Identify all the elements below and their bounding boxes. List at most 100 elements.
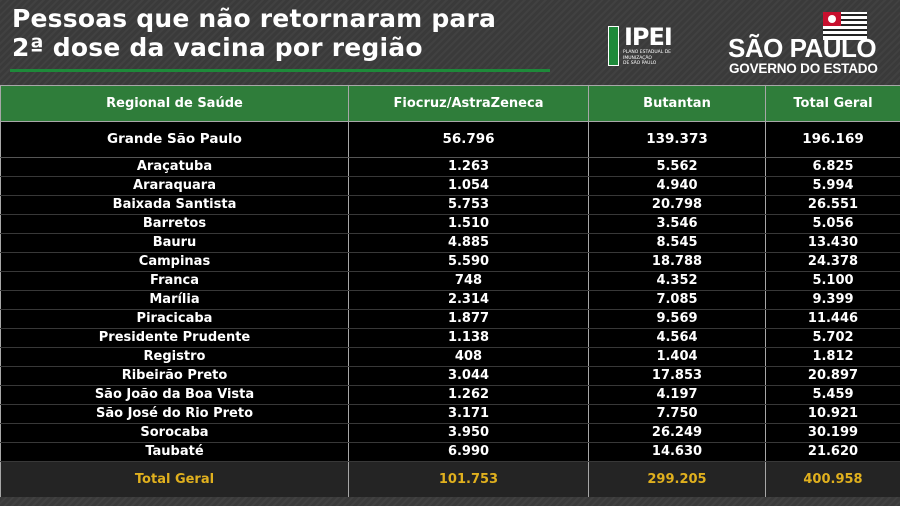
ipei-sub-line: Imunização [623, 55, 652, 61]
table-row: Marília 2.314 7.085 9.399 [0, 290, 900, 310]
cell-butantan: 3.546 [588, 214, 766, 234]
cell-total: 24.378 [765, 252, 900, 272]
sao-paulo-logo-subtitle: GOVERNO DO ESTADO [729, 61, 878, 76]
cell-fiocruz: 408 [348, 347, 589, 367]
table-row: Ribeirão Preto 3.044 17.853 20.897 [0, 366, 900, 386]
cell-fiocruz: 1.262 [348, 385, 589, 405]
cell-butantan: 4.352 [588, 271, 766, 291]
cell-butantan: 7.750 [588, 404, 766, 424]
cell-total: 13.430 [765, 233, 900, 253]
cell-regional: São José do Rio Preto [0, 404, 349, 424]
ipei-logo-word: IPEI [624, 23, 673, 51]
cell-regional: Marília [0, 290, 349, 310]
cell-total: 5.459 [765, 385, 900, 405]
header-regional: Regional de Saúde [0, 85, 349, 122]
table-row: Araraquara 1.054 4.940 5.994 [0, 176, 900, 196]
cell-butantan: 4.197 [588, 385, 766, 405]
table-row: São José do Rio Preto 3.171 7.750 10.921 [0, 404, 900, 424]
cell-fiocruz: 1.138 [348, 328, 589, 348]
cell-butantan: 8.545 [588, 233, 766, 253]
table-row: Barretos 1.510 3.546 5.056 [0, 214, 900, 234]
cell-fiocruz: 2.314 [348, 290, 589, 310]
cell-butantan: 5.562 [588, 157, 766, 177]
table-total-row: Total Geral 101.753 299.205 400.958 [0, 461, 900, 497]
title-line-1: Pessoas que não retornaram para [12, 4, 497, 33]
cell-butantan: 18.788 [588, 252, 766, 272]
cell-butantan: 14.630 [588, 442, 766, 462]
sao-paulo-government-logo: SÃO PAULO GOVERNO DO ESTADO [728, 12, 896, 76]
cell-regional: São João da Boa Vista [0, 385, 349, 405]
table-row: Araçatuba 1.263 5.562 6.825 [0, 157, 900, 177]
cell-butantan: 1.404 [588, 347, 766, 367]
cell-total: 11.446 [765, 309, 900, 329]
cell-total: 20.897 [765, 366, 900, 386]
cell-fiocruz: 6.990 [348, 442, 589, 462]
ipei-logo: IPEI Plano Estadual de Imunização de São… [608, 24, 678, 72]
vaccine-table: Regional de Saúde Fiocruz/AstraZeneca Bu… [0, 85, 900, 497]
cell-butantan: 26.249 [588, 423, 766, 443]
table-body: Grande São Paulo 56.796 139.373 196.169 Araç… [0, 121, 900, 462]
table-row: Piracicaba 1.877 9.569 11.446 [0, 309, 900, 329]
cell-regional: Franca [0, 271, 349, 291]
cell-regional: Campinas [0, 252, 349, 272]
cell-regional: Araçatuba [0, 157, 349, 177]
cell-regional: Registro [0, 347, 349, 367]
cell-butantan: 20.798 [588, 195, 766, 215]
table-row: Sorocaba 3.950 26.249 30.199 [0, 423, 900, 443]
header-total: Total Geral [765, 85, 900, 122]
table-row: Grande São Paulo 56.796 139.373 196.169 [0, 121, 900, 158]
cell-total: 1.812 [765, 347, 900, 367]
cell-fiocruz: 1.263 [348, 157, 589, 177]
cell-fiocruz: 1.054 [348, 176, 589, 196]
title-line-2: 2ª dose da vacina por região [12, 33, 423, 62]
cell-fiocruz: 5.590 [348, 252, 589, 272]
cell-fiocruz: 3.044 [348, 366, 589, 386]
header-butantan: Butantan [588, 85, 766, 122]
table-row: Baixada Santista 5.753 20.798 26.551 [0, 195, 900, 215]
cell-fiocruz: 748 [348, 271, 589, 291]
ipei-logo-subtitle: Plano Estadual de Imunização de São Paul… [623, 50, 681, 67]
ipei-sub-line: de São Paulo [623, 61, 657, 66]
table-row: Franca 748 4.352 5.100 [0, 271, 900, 291]
cell-total: 5.056 [765, 214, 900, 234]
cell-fiocruz: 1.877 [348, 309, 589, 329]
table-row: Campinas 5.590 18.788 24.378 [0, 252, 900, 272]
cell-regional: Baixada Santista [0, 195, 349, 215]
total-butantan: 299.205 [588, 461, 766, 497]
total-geral: 400.958 [765, 461, 900, 497]
cell-regional: Presidente Prudente [0, 328, 349, 348]
title-underline [10, 69, 550, 72]
cell-fiocruz: 4.885 [348, 233, 589, 253]
cell-regional: Sorocaba [0, 423, 349, 443]
cell-regional: Araraquara [0, 176, 349, 196]
cell-fiocruz: 56.796 [348, 121, 589, 158]
cell-total: 10.921 [765, 404, 900, 424]
cell-butantan: 139.373 [588, 121, 766, 158]
cell-fiocruz: 5.753 [348, 195, 589, 215]
cell-butantan: 4.564 [588, 328, 766, 348]
table-row: Presidente Prudente 1.138 4.564 5.702 [0, 328, 900, 348]
ipei-sub-line: Plano Estadual de [623, 50, 672, 55]
total-label: Total Geral [0, 461, 349, 497]
cell-total: 21.620 [765, 442, 900, 462]
cell-total: 6.825 [765, 157, 900, 177]
table-row: Registro 408 1.404 1.812 [0, 347, 900, 367]
page-title: Pessoas que não retornaram para 2ª dose … [12, 4, 496, 62]
cell-total: 5.702 [765, 328, 900, 348]
cell-total: 5.994 [765, 176, 900, 196]
cell-regional: Barretos [0, 214, 349, 234]
cell-butantan: 9.569 [588, 309, 766, 329]
ipei-logo-mark-icon [608, 26, 619, 66]
table-row: Taubaté 6.990 14.630 21.620 [0, 442, 900, 462]
vaccine-table-container: Regional de Saúde Fiocruz/AstraZeneca Bu… [0, 85, 900, 497]
cell-fiocruz: 3.950 [348, 423, 589, 443]
cell-total: 30.199 [765, 423, 900, 443]
cell-regional: Taubaté [0, 442, 349, 462]
cell-fiocruz: 1.510 [348, 214, 589, 234]
cell-regional: Grande São Paulo [0, 121, 349, 158]
cell-fiocruz: 3.171 [348, 404, 589, 424]
cell-butantan: 4.940 [588, 176, 766, 196]
table-row: São João da Boa Vista 1.262 4.197 5.459 [0, 385, 900, 405]
cell-regional: Ribeirão Preto [0, 366, 349, 386]
cell-butantan: 7.085 [588, 290, 766, 310]
